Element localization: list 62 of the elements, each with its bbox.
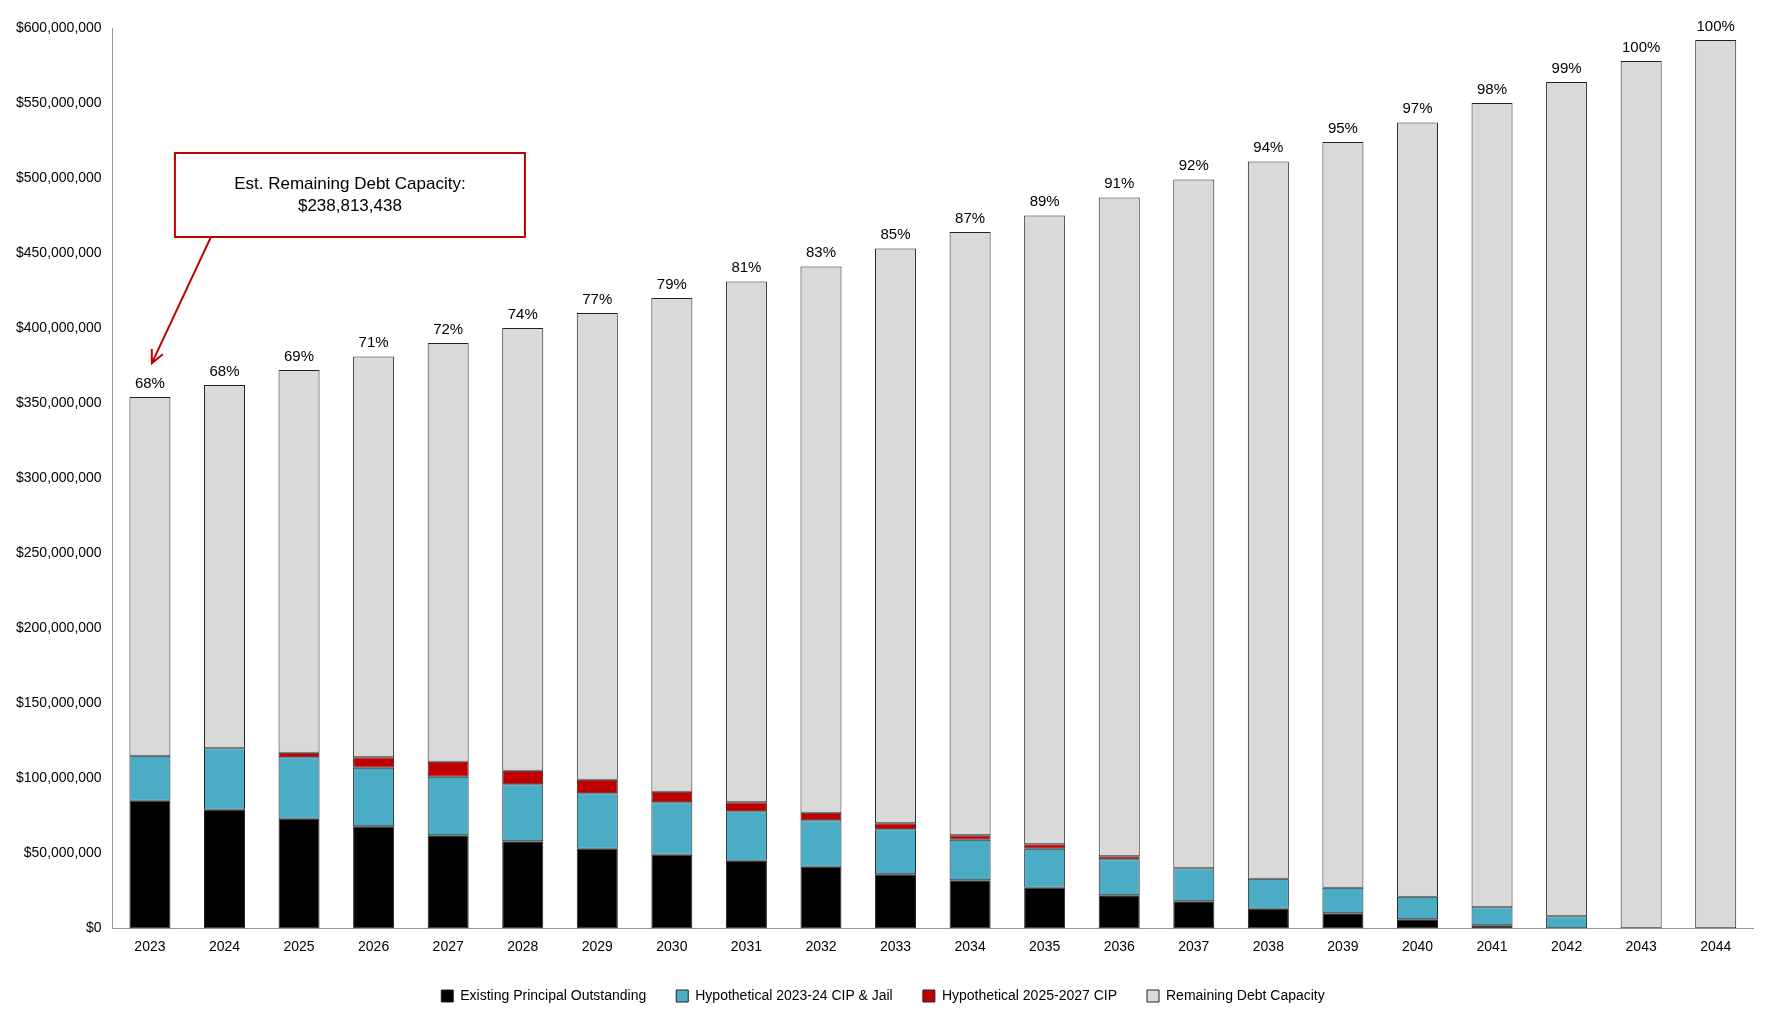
y-tick-label: $250,000,000 xyxy=(16,543,102,560)
annotation: 68% xyxy=(209,361,240,379)
annotation: 97% xyxy=(1402,99,1433,117)
y-tick-label: $100,000,000 xyxy=(16,769,102,786)
annotation: 91% xyxy=(1104,174,1135,192)
x-tick-label: 2036 xyxy=(1103,938,1136,955)
annotation: 74% xyxy=(507,304,538,322)
y-tick-label: $350,000,000 xyxy=(16,393,102,410)
x-tick-label: 2037 xyxy=(1178,938,1210,955)
y-tick-label: $400,000,000 xyxy=(16,318,102,335)
y-tick-label: $300,000,000 xyxy=(16,468,102,485)
x-tick-label: 2024 xyxy=(208,938,241,955)
annotation: 98% xyxy=(1477,79,1508,97)
y-tick-label: $0 xyxy=(86,919,102,936)
y-tick-label: $50,000,000 xyxy=(23,844,102,861)
annotation: 77% xyxy=(582,289,613,307)
y-tick-label: $500,000,000 xyxy=(16,168,102,185)
x-tick-label: 2044 xyxy=(1700,938,1732,955)
x-tick-label: 2042 xyxy=(1551,938,1583,955)
x-tick-label: 2023 xyxy=(134,938,166,955)
y-tick-label: $150,000,000 xyxy=(16,694,102,711)
x-tick-label: 2031 xyxy=(730,938,763,955)
legend-label: Remaining Debt Capacity xyxy=(1166,986,1325,1003)
y-tick-label: $200,000,000 xyxy=(16,618,102,635)
legend-label: Hypothetical 2025-2027 CIP xyxy=(941,986,1118,1003)
annotation: 69% xyxy=(284,346,315,364)
x-tick-label: 2035 xyxy=(1029,938,1061,955)
annotation: 95% xyxy=(1327,118,1358,136)
annotation: Est. Remaining Debt Capacity: $238,813,438 xyxy=(234,173,466,215)
x-tick-label: 2026 xyxy=(358,938,390,955)
y-tick-label: $550,000,000 xyxy=(16,93,102,110)
legend-label: Hypothetical 2023-24 CIP & Jail xyxy=(695,986,893,1003)
x-tick-label: 2041 xyxy=(1476,938,1508,955)
annotation: 92% xyxy=(1178,156,1209,174)
annotation: 99% xyxy=(1551,58,1582,76)
annotation: 68% xyxy=(134,373,165,391)
x-tick-label: 2030 xyxy=(656,938,688,955)
x-tick-label: 2038 xyxy=(1252,938,1285,955)
y-tick-label: $450,000,000 xyxy=(16,243,102,260)
annotation: 83% xyxy=(805,243,836,261)
x-tick-label: 2039 xyxy=(1327,938,1359,955)
annotation: 100% xyxy=(1621,37,1661,55)
annotation: 85% xyxy=(880,225,911,243)
legend-label: Existing Principal Outstanding xyxy=(460,986,647,1003)
x-tick-label: 2040 xyxy=(1401,938,1434,955)
x-tick-label: 2028 xyxy=(507,938,539,955)
x-tick-label: 2025 xyxy=(283,938,315,955)
annotation: 71% xyxy=(358,333,389,351)
y-tick-label: $600,000,000 xyxy=(16,18,102,35)
annotation: 79% xyxy=(656,274,687,292)
x-tick-label: 2029 xyxy=(581,938,614,955)
annotation: 72% xyxy=(433,319,464,337)
x-tick-label: 2032 xyxy=(805,938,837,955)
annotation: 81% xyxy=(731,258,762,276)
x-tick-label: 2033 xyxy=(879,938,912,955)
x-tick-label: 2034 xyxy=(954,938,986,955)
annotation: 89% xyxy=(1029,192,1060,210)
annotation: 100% xyxy=(1696,16,1735,34)
x-tick-label: 2043 xyxy=(1625,938,1657,955)
annotation: 87% xyxy=(955,208,986,226)
annotation: 94% xyxy=(1253,138,1284,156)
x-tick-label: 2027 xyxy=(432,938,464,955)
